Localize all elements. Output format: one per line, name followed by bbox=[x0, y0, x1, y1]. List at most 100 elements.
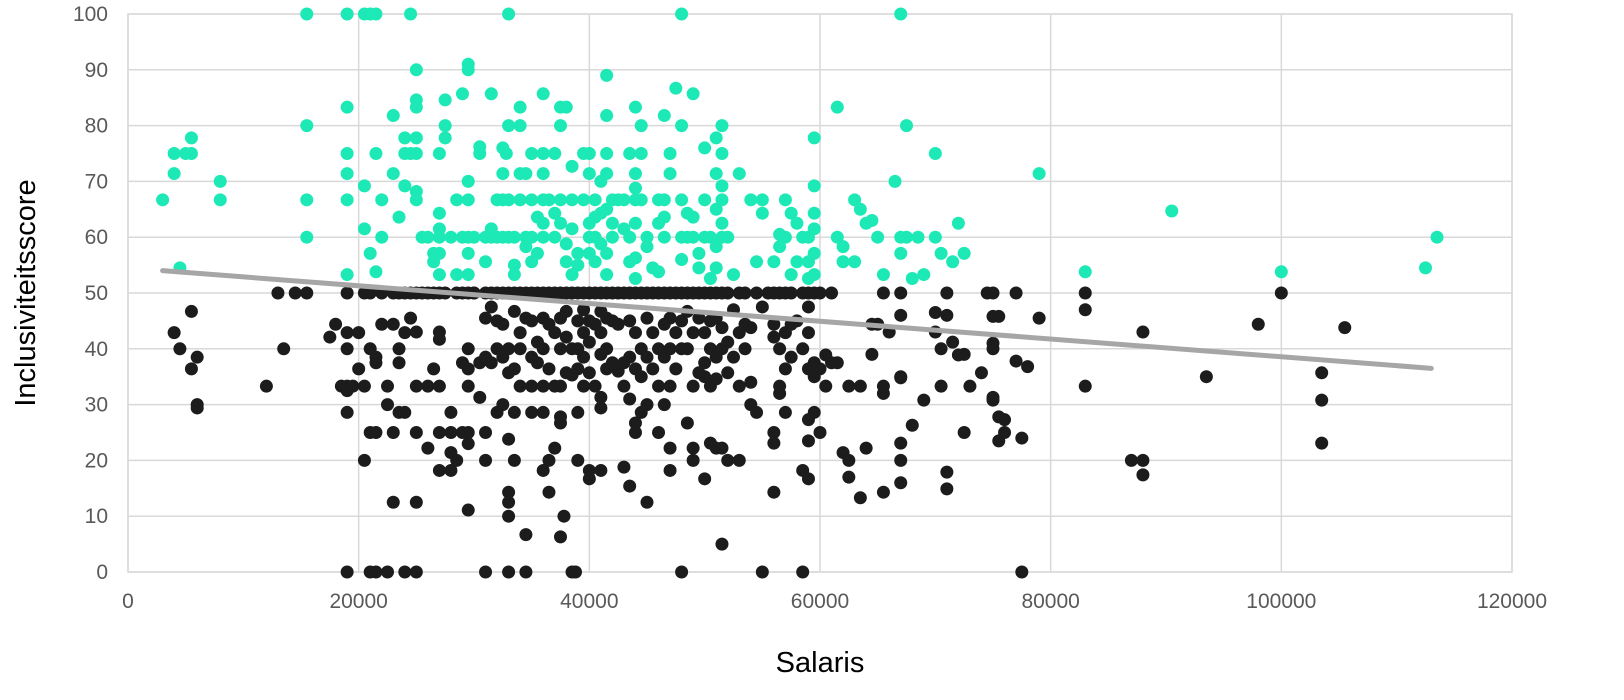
scatter-point bbox=[409, 426, 423, 439]
scatter-point bbox=[450, 193, 464, 207]
scatter-point bbox=[617, 379, 631, 393]
scatter-point bbox=[721, 335, 735, 349]
scatter-point bbox=[438, 93, 452, 107]
scatter-point bbox=[559, 237, 573, 251]
scatter-point bbox=[582, 167, 596, 181]
scatter-point bbox=[525, 193, 539, 207]
scatter-point bbox=[784, 268, 798, 282]
scatter-point bbox=[461, 268, 475, 282]
scatter-point bbox=[905, 271, 919, 285]
scatter-point bbox=[184, 147, 198, 160]
scatter-point bbox=[640, 495, 654, 509]
scatter-point bbox=[357, 379, 371, 393]
scatter-point bbox=[715, 537, 729, 551]
scatter-point bbox=[1015, 565, 1029, 579]
scatter-point bbox=[594, 326, 608, 340]
scatter-point bbox=[559, 330, 573, 344]
scatter-point bbox=[617, 193, 631, 207]
scatter-point bbox=[767, 426, 781, 439]
scatter-point bbox=[340, 286, 354, 300]
scatter-point bbox=[398, 405, 412, 419]
scatter-point bbox=[709, 240, 723, 254]
scatter-point bbox=[692, 311, 706, 325]
scatter-point bbox=[784, 286, 798, 300]
scatter-point bbox=[450, 268, 464, 282]
x-axis-ticks: 0 20000 40000 60000 80000 100000 120000 bbox=[122, 590, 1547, 613]
scatter-point bbox=[502, 509, 516, 523]
scatter-point bbox=[755, 565, 769, 579]
scatter-point bbox=[807, 246, 821, 260]
scatter-point bbox=[473, 140, 487, 154]
scatter-point bbox=[536, 405, 550, 419]
scatter-point bbox=[346, 379, 360, 393]
scatter-point bbox=[565, 159, 579, 173]
scatter-point bbox=[184, 304, 198, 318]
scatter-point bbox=[894, 7, 908, 21]
scatter-point bbox=[876, 485, 890, 499]
scatter-point bbox=[386, 495, 400, 509]
scatter-point bbox=[628, 416, 642, 430]
scatter-point bbox=[536, 147, 550, 160]
scatter-point bbox=[767, 485, 781, 499]
y-tick-label: 50 bbox=[85, 282, 108, 305]
scatter-point bbox=[663, 147, 677, 160]
scatter-point bbox=[461, 246, 475, 260]
scatter-point bbox=[767, 436, 781, 450]
scatter-point bbox=[340, 405, 354, 419]
scatter-point bbox=[623, 230, 637, 244]
scatter-point bbox=[409, 379, 423, 393]
scatter-point bbox=[732, 379, 746, 393]
scatter-point bbox=[502, 485, 516, 499]
scatter-point bbox=[398, 179, 412, 193]
scatter-point bbox=[917, 268, 931, 282]
scatter-point bbox=[571, 258, 585, 272]
scatter-point bbox=[675, 565, 689, 579]
scatter-point bbox=[277, 342, 291, 356]
scatter-point bbox=[455, 87, 469, 101]
scatter-point bbox=[744, 321, 758, 335]
scatter-point bbox=[628, 426, 642, 439]
scatter-point bbox=[709, 167, 723, 181]
scatter-point bbox=[1199, 370, 1213, 384]
scatter-point bbox=[559, 255, 573, 269]
x-tick-label: 60000 bbox=[791, 590, 849, 613]
scatter-point bbox=[692, 246, 706, 260]
scatter-point bbox=[369, 7, 383, 21]
scatter-point bbox=[784, 350, 798, 364]
scatter-point bbox=[375, 317, 389, 331]
scatter-point bbox=[727, 268, 740, 282]
scatter-point bbox=[594, 463, 608, 477]
scatter-point bbox=[340, 565, 354, 579]
scatter-point bbox=[830, 356, 844, 370]
scatter-point bbox=[801, 472, 815, 486]
scatter-point bbox=[859, 441, 873, 455]
scatter-point bbox=[519, 565, 533, 579]
y-axis-ticks: 0 10 20 30 40 50 60 70 80 90 100 bbox=[73, 3, 108, 584]
scatter-point bbox=[669, 81, 683, 95]
scatter-point bbox=[686, 210, 700, 224]
scatter-point bbox=[628, 271, 642, 285]
scatter-point bbox=[499, 147, 513, 160]
y-tick-label: 0 bbox=[96, 561, 108, 584]
scatter-point bbox=[703, 230, 717, 244]
scatter-point bbox=[502, 565, 516, 579]
scatter-point bbox=[479, 453, 493, 467]
scatter-point bbox=[213, 174, 227, 188]
scatter-point bbox=[381, 379, 394, 393]
scatter-point bbox=[813, 426, 827, 439]
scatter-point bbox=[773, 386, 787, 400]
scatter-point bbox=[957, 347, 971, 361]
trendline bbox=[160, 268, 1434, 371]
scatter-point bbox=[876, 386, 890, 400]
scatter-point bbox=[432, 246, 446, 260]
scatter-point bbox=[173, 342, 187, 356]
scatter-point bbox=[1021, 360, 1035, 374]
scatter-point bbox=[1251, 317, 1265, 331]
scatter-point bbox=[611, 317, 625, 331]
scatter-point bbox=[796, 565, 810, 579]
scatter-point bbox=[974, 366, 988, 380]
scatter-point bbox=[536, 342, 550, 356]
scatter-point bbox=[853, 379, 867, 393]
scatter-point bbox=[444, 426, 458, 439]
scatter-point bbox=[507, 230, 521, 244]
